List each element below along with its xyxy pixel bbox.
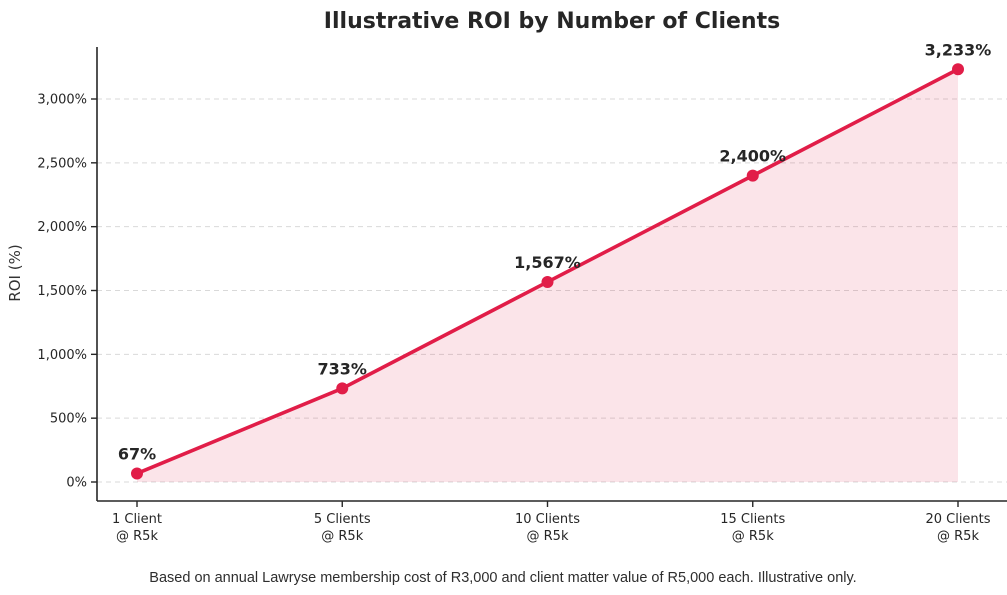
data-point-label: 3,233% [925, 40, 992, 59]
x-tick-label-line1: 1 Client [112, 512, 162, 527]
x-tick-label-line1: 20 Clients [925, 512, 990, 527]
chart-title: Illustrative ROI by Number of Clients [324, 9, 780, 34]
y-tick-label: 2,500% [37, 156, 87, 171]
x-tick-label-line2: @ R5k [116, 529, 158, 544]
y-tick-label: 1,000% [37, 348, 87, 363]
y-tick-label: 3,000% [37, 93, 87, 108]
y-tick-label: 1,500% [37, 284, 87, 299]
data-point-label: 2,400% [719, 147, 786, 166]
area-fill [137, 69, 958, 483]
x-tick-label-line2: @ R5k [937, 529, 979, 544]
data-point-marker [541, 275, 554, 288]
x-tick-label-line2: @ R5k [732, 529, 774, 544]
axes [96, 47, 1007, 502]
x-axis-ticks: 1 Client @ R5k 5 Clients @ R5k 10 Clients @ R… [112, 501, 991, 544]
data-point-marker [131, 467, 143, 480]
x-tick-label-line1: 15 Clients [720, 512, 785, 527]
y-axis-title: ROI (%) [6, 244, 24, 301]
x-tick-label-line2: @ R5k [321, 529, 363, 544]
chart-footnote: Based on annual Lawryse membership cost … [149, 570, 856, 586]
x-tick-label-line1: 10 Clients [515, 512, 580, 527]
y-tick-label: 0% [66, 476, 87, 491]
y-tick-label: 500% [50, 412, 87, 427]
data-point-labels: 67% 733% 1,567% 2,400% 3,233% [118, 40, 991, 463]
data-point-label: 67% [118, 444, 156, 463]
area-series [131, 63, 964, 483]
y-axis-ticks: 0% 500% 1,000% 1,500% 2,000% 2,500% 3,000% [37, 93, 97, 491]
data-point-marker [746, 169, 759, 182]
data-point-marker [952, 63, 964, 76]
x-tick-label-line2: @ R5k [527, 529, 569, 544]
data-point-label: 1,567% [514, 253, 581, 272]
data-point-label: 733% [318, 359, 367, 378]
y-tick-label: 2,000% [37, 220, 87, 235]
x-tick-label-line1: 5 Clients [314, 512, 371, 527]
data-point-marker [336, 382, 349, 395]
gridlines [97, 98, 1007, 483]
